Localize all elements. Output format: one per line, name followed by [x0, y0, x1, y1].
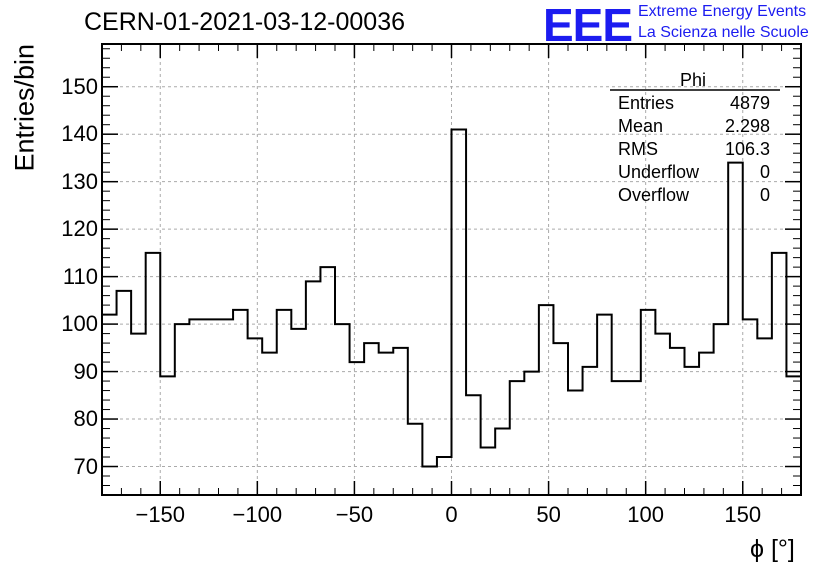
chart-title: CERN-01-2021-03-12-00036 — [84, 8, 406, 36]
logo-line-2: La Scienza nelle Scuole — [638, 24, 809, 41]
histogram-line — [102, 128, 801, 468]
stat-value-mean: 2.298 — [724, 116, 770, 136]
y-tick-label: 100 — [61, 311, 98, 337]
y-tick-label: 150 — [61, 73, 98, 99]
x-axis-label: ϕ [°] — [750, 535, 795, 563]
stat-name-overflow: Overflow — [618, 185, 690, 205]
x-tick-label: 150 — [724, 502, 762, 527]
eee-logo: EEE — [543, 0, 633, 51]
y-axis-label: Entries/bin — [9, 43, 40, 172]
stat-value-rms: 106.3 — [724, 139, 770, 159]
stat-value-overflow: 0 — [759, 185, 770, 205]
x-tick-label: 0 — [445, 502, 458, 527]
x-tick-label: 50 — [536, 502, 561, 527]
logo-line-1: Extreme Energy Events — [638, 3, 807, 20]
y-tick-label: 80 — [73, 406, 98, 432]
plot-frame — [101, 43, 802, 496]
stat-name-entries: Entries — [618, 93, 675, 113]
stats-title: Phi — [680, 70, 707, 90]
y-tick-label: 110 — [62, 263, 98, 289]
x-tick-label: −50 — [335, 502, 374, 527]
x-tick-label: 100 — [627, 502, 665, 527]
y-tick-label: 90 — [73, 358, 98, 384]
x-tick-label: −150 — [135, 502, 186, 527]
axis-ticks — [101, 44, 802, 496]
stat-name-rms: RMS — [618, 139, 658, 159]
y-tick-label: 130 — [61, 168, 98, 194]
stat-name-mean: Mean — [618, 116, 664, 136]
stat-value-underflow: 0 — [759, 162, 770, 182]
y-tick-label: 120 — [61, 216, 98, 242]
y-tick-label: 70 — [73, 453, 98, 479]
y-tick-label: 140 — [61, 121, 98, 147]
stat-name-underflow: Underflow — [618, 162, 700, 182]
stat-value-entries: 4879 — [729, 93, 770, 113]
x-tick-label: −100 — [232, 502, 283, 527]
